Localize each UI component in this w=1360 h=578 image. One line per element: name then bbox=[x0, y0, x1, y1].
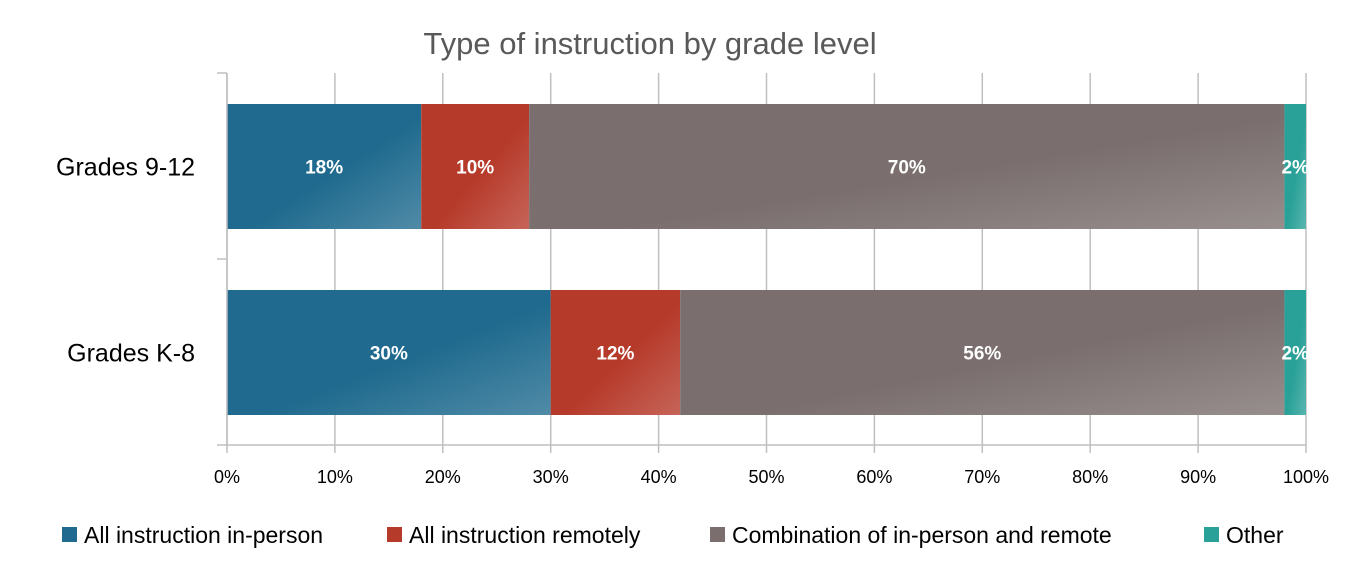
x-tick-label: 30% bbox=[533, 467, 569, 487]
x-tick-label: 20% bbox=[425, 467, 461, 487]
x-tick-label: 60% bbox=[856, 467, 892, 487]
x-tick-label: 0% bbox=[214, 467, 240, 487]
bar-value-label: 56% bbox=[963, 344, 1001, 365]
legend-label-all-instruction-remotely: All instruction remotely bbox=[409, 522, 641, 548]
bar-segment-all-instruction-in-person bbox=[227, 104, 422, 229]
bar-segment-all-instruction-remotely bbox=[550, 290, 681, 415]
legend-label-other: Other bbox=[1226, 522, 1284, 548]
legend-swatch-combination-of-in-person-and-remote bbox=[710, 527, 725, 542]
bar-value-label: 30% bbox=[370, 344, 408, 365]
legend-label-all-instruction-in-person: All instruction in-person bbox=[84, 522, 323, 548]
legend-swatch-all-instruction-remotely bbox=[387, 527, 402, 542]
bar-value-label: 2% bbox=[1281, 344, 1309, 365]
bar-value-label: 12% bbox=[596, 344, 634, 365]
bar-value-label: 18% bbox=[305, 158, 343, 179]
bar-segment-all-instruction-in-person bbox=[227, 290, 551, 415]
legend-label-combination-of-in-person-and-remote: Combination of in-person and remote bbox=[732, 522, 1112, 548]
bar-segment-other bbox=[1284, 290, 1306, 415]
bar-segment-other bbox=[1284, 104, 1306, 229]
legend: All instruction in-person All instruction… bbox=[62, 522, 1284, 548]
legend-swatch-all-instruction-in-person bbox=[62, 527, 77, 542]
bar-segment-all-instruction-remotely bbox=[421, 104, 530, 229]
x-tick-label: 80% bbox=[1072, 467, 1108, 487]
axes: 0% 10% 20% 30% 40% 50% 60% 70% 80% 90% 100% Grades … bbox=[56, 72, 1329, 487]
bar-value-label: 70% bbox=[888, 158, 926, 179]
x-tick-label: 70% bbox=[964, 467, 1000, 487]
bar-value-label: 10% bbox=[456, 158, 494, 179]
x-tick-label: 100% bbox=[1283, 467, 1329, 487]
chart-title: Type of instruction by grade level bbox=[423, 26, 876, 61]
x-tick-label: 10% bbox=[317, 467, 353, 487]
bar-value-label: 2% bbox=[1281, 158, 1309, 179]
x-tick-label: 90% bbox=[1180, 467, 1216, 487]
x-tick-label: 40% bbox=[641, 467, 677, 487]
category-label-grades-k-8: Grades K-8 bbox=[67, 340, 195, 368]
category-label-grades-9-12: Grades 9-12 bbox=[56, 154, 195, 182]
x-tick-label: 50% bbox=[748, 467, 784, 487]
bar-segment-combination-of-in-person-and-remote bbox=[529, 104, 1285, 229]
bar-segment-combination-of-in-person-and-remote bbox=[680, 290, 1285, 415]
legend-swatch-other bbox=[1204, 527, 1219, 542]
bars: 18% 10% 70% 2% 30% 12% 56% 2% bbox=[227, 104, 1309, 415]
